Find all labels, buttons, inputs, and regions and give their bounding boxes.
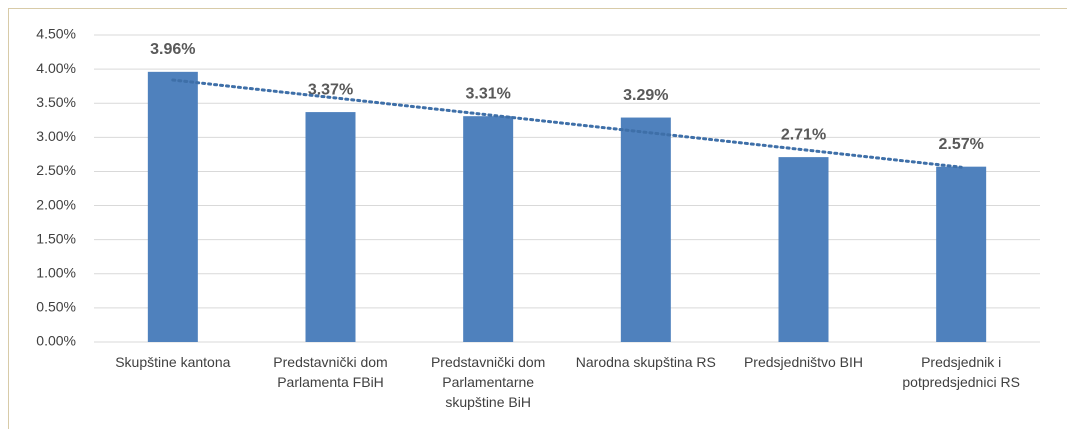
y-tick-label: 4.50% [36,26,76,42]
y-tick-label: 0.50% [36,299,76,315]
y-tick-label: 2.00% [36,196,76,212]
x-tick-label: Predsjednik i potpredsjednici RS [902,354,1020,390]
y-tick-label: 3.00% [36,128,76,144]
bar [463,116,514,342]
value-label: 3.96% [150,41,195,58]
y-tick-label: 2.50% [36,162,76,178]
trendline [171,78,963,169]
bar [305,112,356,342]
x-tick-label: Predstavnički dom Parlamentarne skupštin… [430,354,546,410]
x-tick-label: Predstavnički dom Parlamenta FBiH [273,354,388,390]
bar [620,117,671,342]
value-label: 2.57% [938,136,983,153]
y-tick-label: 4.00% [36,60,76,76]
value-label: 3.29% [623,87,668,104]
y-tick-label: 3.50% [36,94,76,110]
x-tick-label: Predsjedništvo BIH [743,354,864,370]
y-tick-label: 0.00% [36,333,76,349]
value-label: 2.71% [781,126,826,143]
x-tick-label: Narodna skupština RS [575,354,716,370]
bar [147,71,198,342]
frame [8,8,1067,429]
bar [778,157,829,342]
bar [936,166,987,342]
y-tick-label: 1.00% [36,264,76,280]
value-label: 3.37% [308,81,353,98]
value-label: 3.31% [465,85,510,102]
y-tick-label: 1.50% [36,230,76,246]
x-tick-label: Skupštine kantona [115,354,231,370]
